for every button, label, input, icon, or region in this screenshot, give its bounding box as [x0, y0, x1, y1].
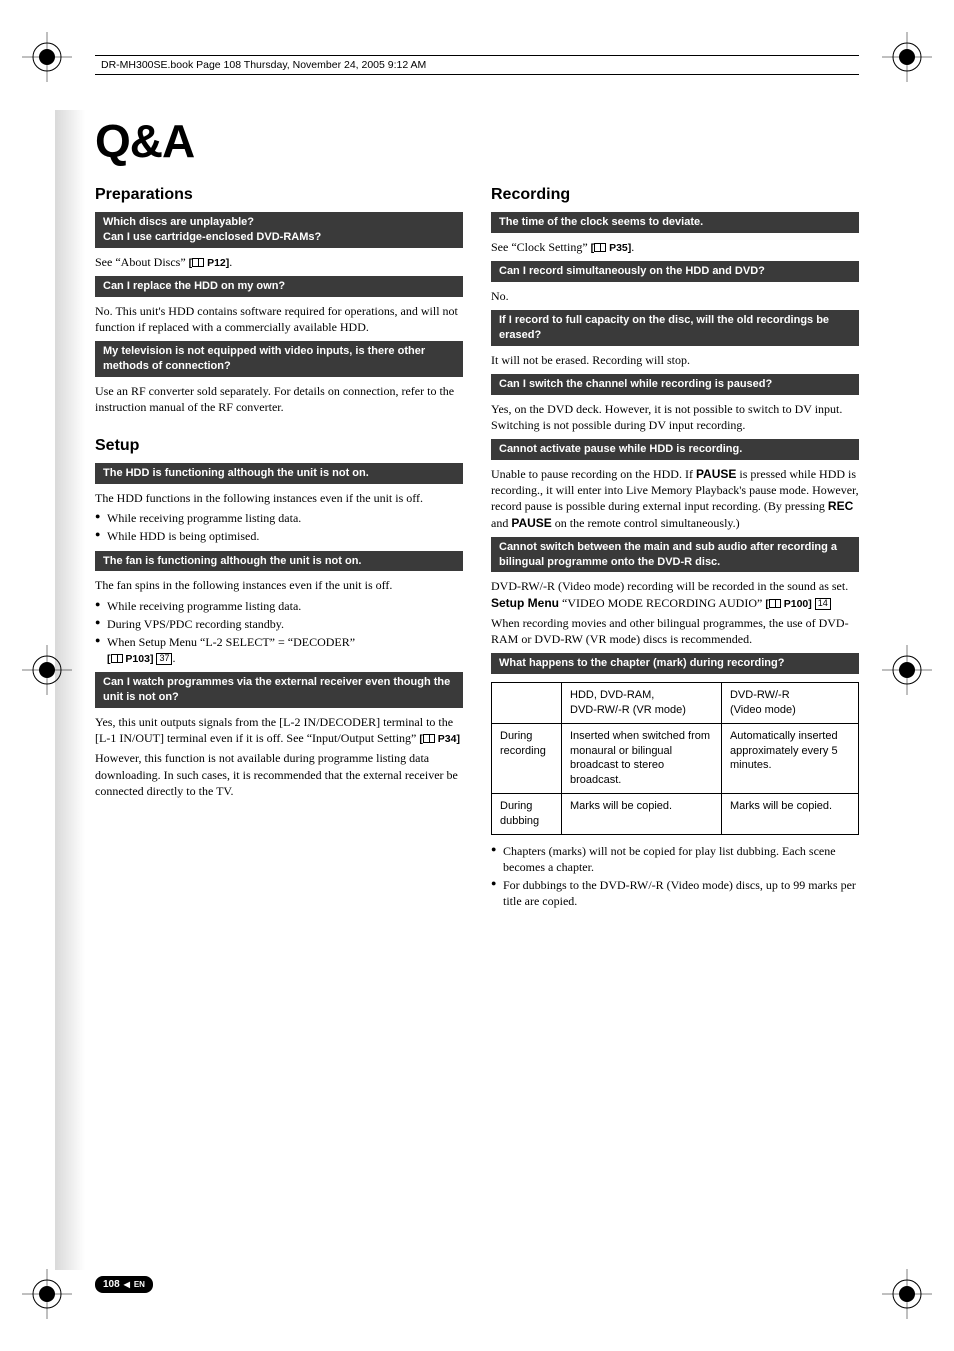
list-item: While receiving programme listing data.: [95, 510, 463, 526]
chapter-table: HDD, DVD-RAM, DVD-RW/-R (VR mode) DVD-RW…: [491, 682, 859, 835]
table-row: During dubbing Marks will be copied. Mar…: [492, 794, 859, 835]
table-cell: Marks will be copied.: [721, 794, 858, 835]
list-item: For dubbings to the DVD-RW/-R (Video mod…: [491, 877, 859, 909]
qa-bar-replace-hdd: Can I replace the HDD on my own?: [95, 276, 463, 297]
list-item: While HDD is being optimised.: [95, 528, 463, 544]
page-number: 108: [103, 1279, 120, 1290]
qa-bar-bilingual: Cannot switch between the main and sub a…: [491, 537, 859, 573]
qa-bar-full-capacity: If I record to full capacity on the disc…: [491, 310, 859, 346]
qa-bar-switch-channel: Can I switch the channel while recording…: [491, 374, 859, 395]
table-cell: During dubbing: [492, 794, 562, 835]
crop-mark-bottom-left: [22, 1269, 72, 1319]
qa-bar-no-video-inputs: My television is not equipped with video…: [95, 341, 463, 377]
qa-bar-chapter-mark: What happens to the chapter (mark) durin…: [491, 653, 859, 674]
table-cell: HDD, DVD-RAM, DVD-RW/-R (VR mode): [562, 683, 722, 724]
answer-text: See “About Discs” [ P12].: [95, 254, 463, 270]
book-icon: [769, 599, 781, 608]
answer-text: When recording movies and other bilingua…: [491, 615, 859, 647]
answer-text: Unable to pause recording on the HDD. If…: [491, 466, 859, 531]
bullet-list: Chapters (marks) will not be copied for …: [491, 843, 859, 910]
answer-text: It will not be erased. Recording will st…: [491, 352, 859, 368]
answer-text: No. This unit's HDD contains software re…: [95, 303, 463, 335]
answer-text: DVD-RW/-R (Video mode) recording will be…: [491, 578, 859, 610]
bullet-list: While receiving programme listing data. …: [95, 510, 463, 544]
qa-text: Which discs are unplayable?: [103, 215, 455, 230]
list-item: During VPS/PDC recording standby.: [95, 616, 463, 632]
qa-bar-simultaneous: Can I record simultaneously on the HDD a…: [491, 261, 859, 282]
crop-mark-bottom-right: [882, 1269, 932, 1319]
page-lang: EN: [134, 1280, 145, 1289]
table-cell: Automatically inserted approximately eve…: [721, 723, 858, 793]
answer-text: The fan spins in the following instances…: [95, 577, 463, 593]
crop-mark-top-left: [22, 32, 72, 82]
recording-heading: Recording: [491, 186, 859, 204]
page-number-badge: 108 ◀ EN: [95, 1276, 153, 1293]
answer-text: See “Clock Setting” [ P35].: [491, 239, 859, 255]
preparations-heading: Preparations: [95, 186, 463, 204]
qa-bar-pause-hdd: Cannot activate pause while HDD is recor…: [491, 439, 859, 460]
table-cell: Marks will be copied.: [562, 794, 722, 835]
answer-text: Yes, this unit outputs signals from the …: [95, 714, 463, 746]
qa-bar-external-receiver: Can I watch programmes via the external …: [95, 672, 463, 708]
bullet-list: While receiving programme listing data. …: [95, 598, 463, 667]
answer-text: No.: [491, 288, 859, 304]
qa-bar-fan-func: The fan is functioning although the unit…: [95, 551, 463, 572]
page-title: Q&A: [95, 114, 859, 168]
qa-bar-clock-deviate: The time of the clock seems to deviate.: [491, 212, 859, 233]
table-cell: Inserted when switched from monaural or …: [562, 723, 722, 793]
setup-heading: Setup: [95, 437, 463, 455]
answer-text: The HDD functions in the following insta…: [95, 490, 463, 506]
table-row: HDD, DVD-RAM, DVD-RW/-R (VR mode) DVD-RW…: [492, 683, 859, 724]
crop-mark-top-right: [882, 32, 932, 82]
book-icon: [192, 258, 204, 267]
qa-bar-unplayable: Which discs are unplayable? Can I use ca…: [95, 212, 463, 248]
right-column: Recording The time of the clock seems to…: [491, 186, 859, 912]
left-column: Preparations Which discs are unplayable?…: [95, 186, 463, 912]
qa-bar-hdd-func: The HDD is functioning although the unit…: [95, 463, 463, 484]
table-cell: DVD-RW/-R (Video mode): [721, 683, 858, 724]
triangle-icon: ◀: [124, 1280, 130, 1289]
qa-text: Can I use cartridge-enclosed DVD-RAMs?: [103, 230, 455, 245]
box-ref: 37: [156, 653, 172, 665]
answer-text: Use an RF converter sold separately. For…: [95, 383, 463, 415]
crop-mark-right: [882, 645, 932, 695]
table-cell: [492, 683, 562, 724]
answer-text: However, this function is not available …: [95, 750, 463, 799]
box-ref: 14: [815, 598, 831, 610]
list-item: When Setup Menu “L-2 SELECT” = “DECODER”…: [95, 634, 463, 666]
left-margin-gradient: [55, 110, 85, 1270]
table-cell: During recording: [492, 723, 562, 793]
list-item: Chapters (marks) will not be copied for …: [491, 843, 859, 875]
book-icon: [111, 654, 123, 663]
answer-text: Yes, on the DVD deck. However, it is not…: [491, 401, 859, 433]
table-row: During recording Inserted when switched …: [492, 723, 859, 793]
book-icon: [423, 734, 435, 743]
book-icon: [594, 243, 606, 252]
page-meta-header: DR-MH300SE.book Page 108 Thursday, Novem…: [95, 55, 859, 75]
list-item: While receiving programme listing data.: [95, 598, 463, 614]
